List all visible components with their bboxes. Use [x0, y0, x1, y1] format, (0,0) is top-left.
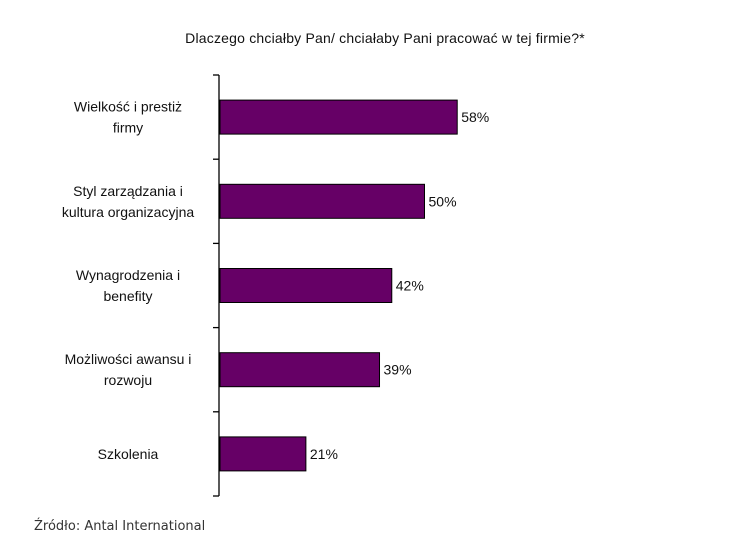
category-label-line: Możliwości awansu i — [65, 351, 192, 367]
category-label-line: benefity — [103, 288, 152, 304]
category-label-line: kultura organizacyjna — [62, 204, 195, 220]
value-label: 21% — [310, 446, 338, 462]
value-label: 58% — [461, 109, 489, 125]
category-label-line: Szkolenia — [98, 446, 159, 462]
category-label: Wielkość i prestiż firmy — [74, 99, 182, 136]
value-label: 50% — [429, 193, 457, 209]
bar — [219, 436, 307, 472]
y-axis-ticks — [213, 74, 219, 497]
source-note: Źródło: Antal International — [34, 519, 206, 534]
value-labels: 58% 50% 42% 39% 21% — [310, 109, 489, 462]
category-label-line: rozwoju — [104, 372, 152, 388]
value-label: 42% — [396, 278, 424, 294]
bars — [219, 99, 458, 472]
category-label: Możliwości awansu i rozwoju — [65, 351, 192, 388]
category-label: Wynagrodzenia i benefity — [76, 267, 180, 304]
category-label-line: firmy — [113, 120, 143, 136]
category-label-line: Styl zarządzania i — [73, 183, 183, 199]
bar — [219, 183, 425, 219]
category-label-line: Wielkość i prestiż — [74, 99, 182, 115]
category-label-line: Wynagrodzenia i — [76, 267, 180, 283]
bar — [219, 352, 381, 388]
category-label: Szkolenia — [98, 446, 159, 462]
bar — [219, 268, 393, 303]
value-label: 39% — [384, 362, 412, 378]
category-labels: Wielkość i prestiż firmy Styl zarządzania … — [62, 99, 195, 462]
bar — [219, 99, 458, 135]
chart-title: Dlaczego chciałby Pan/ chciałaby Pani pr… — [185, 30, 585, 46]
category-label: Styl zarządzania i kultura organizacyjna — [62, 183, 195, 220]
